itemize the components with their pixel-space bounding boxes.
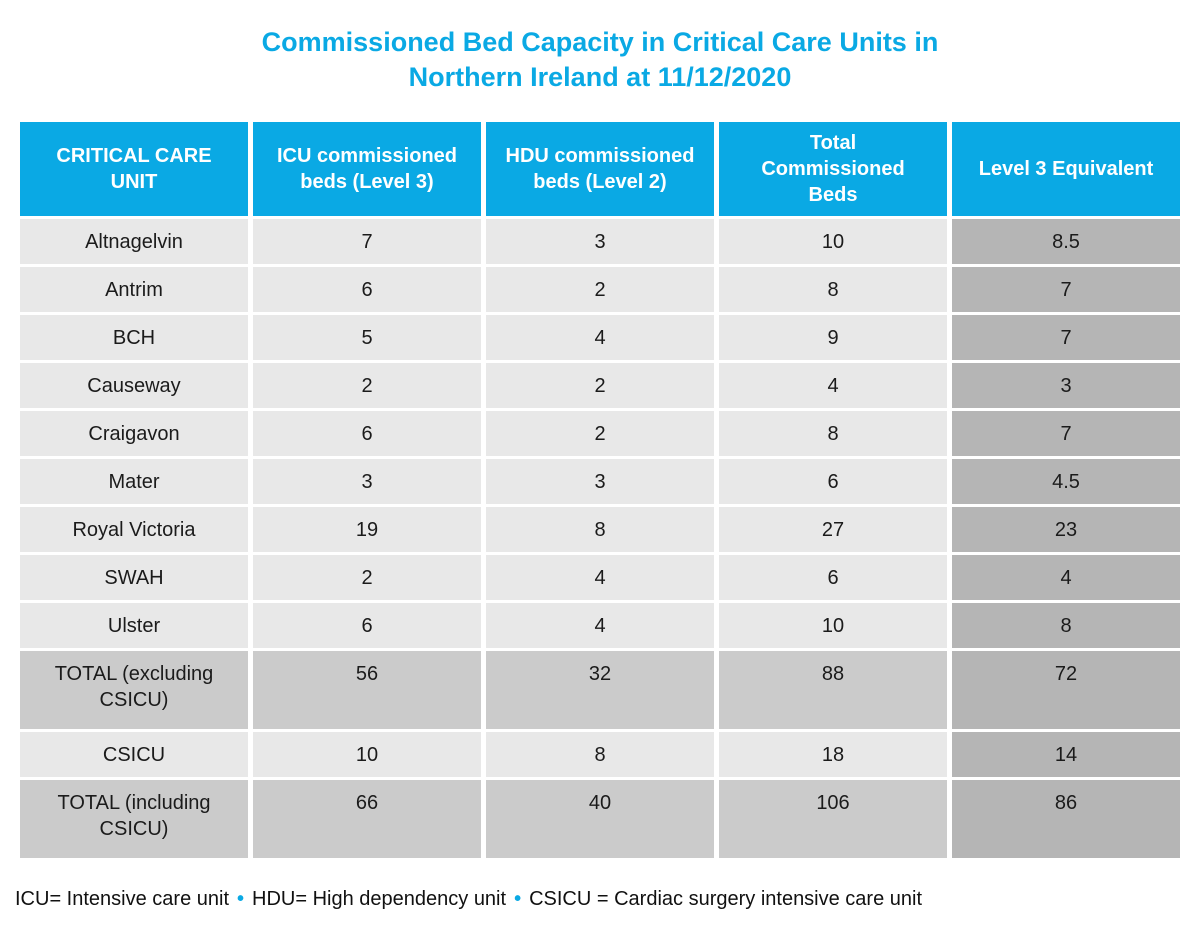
- total-beds-cell: 27: [719, 507, 947, 552]
- table-header: CRITICAL CARE UNIT ICU commissioned beds…: [20, 122, 1180, 216]
- icu-beds-cell: 5: [253, 315, 481, 360]
- icu-beds-cell: 2: [253, 363, 481, 408]
- unit-name-cell: CSICU: [20, 732, 248, 777]
- bed-capacity-table: CRITICAL CARE UNIT ICU commissioned beds…: [15, 119, 1185, 861]
- bullet-icon: •: [514, 888, 522, 910]
- icu-beds-cell: 6: [253, 603, 481, 648]
- total-beds-cell: 10: [719, 603, 947, 648]
- hdu-beds-cell: 2: [486, 411, 714, 456]
- total-beds-cell: 18: [719, 732, 947, 777]
- header-total-beds: Total Commissioned Beds: [719, 122, 947, 216]
- unit-name-cell: TOTAL (excluding CSICU): [20, 651, 248, 729]
- level3-equivalent-cell: 4.5: [952, 459, 1180, 504]
- level3-equivalent-cell: 14: [952, 732, 1180, 777]
- hdu-beds-cell: 8: [486, 507, 714, 552]
- legend-hdu: HDU= High dependency unit: [252, 888, 507, 910]
- icu-beds-cell: 2: [253, 555, 481, 600]
- hdu-beds-cell: 40: [486, 780, 714, 858]
- level3-equivalent-cell: 7: [952, 315, 1180, 360]
- level3-equivalent-cell: 8: [952, 603, 1180, 648]
- unit-name-cell: Craigavon: [20, 411, 248, 456]
- legend: ICU= Intensive care unit • HDU= High depen…: [15, 888, 1200, 911]
- unit-name-cell: Causeway: [20, 363, 248, 408]
- table-row: Causeway 2 2 4 3: [20, 363, 1180, 408]
- unit-name-cell: Royal Victoria: [20, 507, 248, 552]
- table-row: Ulster 6 4 10 8: [20, 603, 1180, 648]
- level3-equivalent-cell: 72: [952, 651, 1180, 729]
- unit-name-cell: Ulster: [20, 603, 248, 648]
- unit-name-cell: TOTAL (including CSICU): [20, 780, 248, 858]
- table-row: TOTAL (including CSICU) 66 40 106 86: [20, 780, 1180, 858]
- hdu-beds-cell: 4: [486, 555, 714, 600]
- total-beds-cell: 6: [719, 555, 947, 600]
- icu-beds-cell: 56: [253, 651, 481, 729]
- page-title: Commissioned Bed Capacity in Critical Ca…: [0, 0, 1200, 95]
- hdu-beds-cell: 3: [486, 459, 714, 504]
- legend-csicu: CSICU = Cardiac surgery intensive care u…: [529, 888, 923, 910]
- total-beds-cell: 88: [719, 651, 947, 729]
- icu-beds-cell: 10: [253, 732, 481, 777]
- hdu-beds-cell: 8: [486, 732, 714, 777]
- table-row: Antrim 6 2 8 7: [20, 267, 1180, 312]
- table-row: CSICU 10 8 18 14: [20, 732, 1180, 777]
- hdu-beds-cell: 2: [486, 267, 714, 312]
- table-row: TOTAL (excluding CSICU) 56 32 88 72: [20, 651, 1180, 729]
- table-body: Altnagelvin 7 3 10 8.5 Antrim 6 2 8 7 BC…: [20, 219, 1180, 858]
- total-beds-cell: 6: [719, 459, 947, 504]
- unit-name-cell: SWAH: [20, 555, 248, 600]
- unit-name-cell: Antrim: [20, 267, 248, 312]
- total-beds-cell: 106: [719, 780, 947, 858]
- total-beds-cell: 8: [719, 411, 947, 456]
- hdu-beds-cell: 32: [486, 651, 714, 729]
- table-row: Royal Victoria 19 8 27 23: [20, 507, 1180, 552]
- total-beds-cell: 9: [719, 315, 947, 360]
- icu-beds-cell: 3: [253, 459, 481, 504]
- header-icu-beds: ICU commissioned beds (Level 3): [253, 122, 481, 216]
- page-title-line2: Northern Ireland at 11/12/2020: [408, 62, 792, 92]
- unit-name-cell: Altnagelvin: [20, 219, 248, 264]
- total-beds-cell: 4: [719, 363, 947, 408]
- table-row: BCH 5 4 9 7: [20, 315, 1180, 360]
- legend-icu: ICU= Intensive care unit: [15, 888, 229, 910]
- level3-equivalent-cell: 7: [952, 267, 1180, 312]
- icu-beds-cell: 19: [253, 507, 481, 552]
- hdu-beds-cell: 3: [486, 219, 714, 264]
- level3-equivalent-cell: 8.5: [952, 219, 1180, 264]
- icu-beds-cell: 7: [253, 219, 481, 264]
- hdu-beds-cell: 4: [486, 315, 714, 360]
- header-level3-equivalent: Level 3 Equivalent: [952, 122, 1180, 216]
- level3-equivalent-cell: 4: [952, 555, 1180, 600]
- level3-equivalent-cell: 7: [952, 411, 1180, 456]
- level3-equivalent-cell: 3: [952, 363, 1180, 408]
- header-hdu-beds: HDU commissioned beds (Level 2): [486, 122, 714, 216]
- header-critical-care-unit: CRITICAL CARE UNIT: [20, 122, 248, 216]
- unit-name-cell: BCH: [20, 315, 248, 360]
- table-row: Craigavon 6 2 8 7: [20, 411, 1180, 456]
- total-beds-cell: 10: [719, 219, 947, 264]
- table-row: Mater 3 3 6 4.5: [20, 459, 1180, 504]
- table-row: SWAH 2 4 6 4: [20, 555, 1180, 600]
- page-title-line1: Commissioned Bed Capacity in Critical Ca…: [261, 27, 939, 57]
- hdu-beds-cell: 4: [486, 603, 714, 648]
- total-beds-cell: 8: [719, 267, 947, 312]
- icu-beds-cell: 66: [253, 780, 481, 858]
- icu-beds-cell: 6: [253, 411, 481, 456]
- level3-equivalent-cell: 86: [952, 780, 1180, 858]
- bullet-icon: •: [237, 888, 245, 910]
- level3-equivalent-cell: 23: [952, 507, 1180, 552]
- hdu-beds-cell: 2: [486, 363, 714, 408]
- icu-beds-cell: 6: [253, 267, 481, 312]
- table-row: Altnagelvin 7 3 10 8.5: [20, 219, 1180, 264]
- unit-name-cell: Mater: [20, 459, 248, 504]
